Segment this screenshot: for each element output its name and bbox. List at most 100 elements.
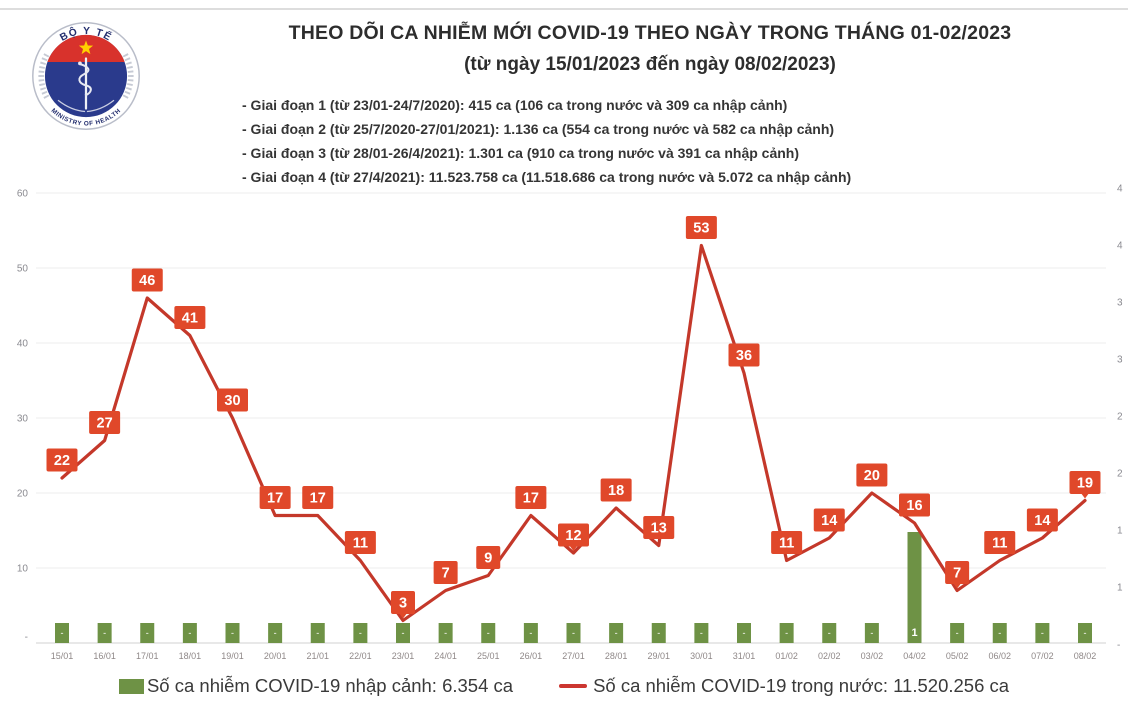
svg-text:-: - (743, 628, 746, 638)
top-border-line (0, 8, 1128, 10)
svg-text:18/01: 18/01 (179, 651, 202, 661)
legend-bar-swatch (118, 678, 144, 694)
svg-text:60: 60 (17, 189, 29, 200)
svg-text:-: - (1041, 628, 1044, 638)
svg-text:12: 12 (565, 528, 581, 544)
svg-text:04/02: 04/02 (903, 651, 926, 661)
svg-text:14: 14 (1034, 513, 1050, 529)
svg-text:19/01: 19/01 (221, 651, 244, 661)
svg-text:21/01: 21/01 (306, 651, 329, 661)
svg-text:4: 4 (1117, 184, 1123, 195)
legend-item-imported: Số ca nhiễm COVID-19 nhập cảnh: 6.354 ca (118, 675, 514, 697)
svg-text:3: 3 (1117, 298, 1123, 309)
right-axis-labels: 4 4 3 3 2 2 1 1 - (1117, 184, 1123, 652)
svg-text:-: - (828, 628, 831, 638)
svg-text:-: - (402, 628, 405, 638)
svg-text:-: - (231, 628, 234, 638)
svg-text:-: - (487, 628, 490, 638)
svg-text:1: 1 (911, 627, 917, 639)
svg-text:06/02: 06/02 (988, 651, 1011, 661)
svg-text:13: 13 (651, 521, 667, 537)
svg-text:19: 19 (1077, 476, 1093, 492)
svg-text:-: - (700, 628, 703, 638)
svg-text:-: - (529, 628, 532, 638)
svg-text:-: - (615, 628, 618, 638)
svg-text:22: 22 (54, 453, 70, 469)
svg-text:10: 10 (17, 564, 29, 575)
chart-legend: Số ca nhiễm COVID-19 nhập cảnh: 6.354 ca… (0, 672, 1128, 700)
phase-3-line: - Giai đoạn 3 (từ 28/01-26/4/2021): 1.30… (242, 145, 800, 161)
svg-text:18: 18 (608, 483, 624, 499)
star-icon (78, 40, 94, 55)
phase-4-line: - Giai đoạn 4 (từ 27/4/2021): 11.523.758… (242, 169, 852, 185)
svg-text:03/02: 03/02 (861, 651, 884, 661)
snake-icon (78, 62, 92, 97)
svg-text:20/01: 20/01 (264, 651, 287, 661)
svg-text:-: - (146, 628, 149, 638)
svg-text:1: 1 (1117, 583, 1123, 594)
svg-text:07/02: 07/02 (1031, 651, 1054, 661)
svg-text:08/02: 08/02 (1074, 651, 1097, 661)
svg-text:27: 27 (97, 416, 113, 432)
svg-text:14: 14 (821, 513, 837, 529)
svg-text:-: - (572, 628, 575, 638)
svg-text:-: - (998, 628, 1001, 638)
laurel-left (38, 53, 50, 99)
svg-text:11: 11 (779, 536, 794, 552)
svg-text:50: 50 (17, 264, 29, 275)
svg-text:3: 3 (399, 596, 407, 612)
svg-text:1: 1 (1117, 526, 1123, 537)
staff-icon (84, 57, 88, 110)
svg-text:2: 2 (1117, 412, 1123, 423)
line-data-labels: 22 27 46 41 30 17 17 11 3 7 9 17 12 18 13 53 36 11 14 20 16 7… (46, 216, 1101, 619)
svg-text:17: 17 (267, 491, 283, 507)
svg-text:-: - (870, 628, 873, 638)
svg-text:BỘ Y TẾ: BỘ Y TẾ (58, 25, 114, 44)
ministry-of-health-logo: BỘ Y TẾ MINISTRY OF HEALTH (32, 22, 140, 130)
bar-labels: - - - - - - - - - - - - - - - - - - - - 1 - - - - (61, 627, 1087, 639)
imported-cases-bars (55, 532, 1092, 643)
svg-text:-: - (61, 628, 64, 638)
svg-text:17: 17 (523, 491, 539, 507)
svg-text:25/01: 25/01 (477, 651, 500, 661)
svg-text:-: - (1084, 628, 1087, 638)
phase-1-line: - Giai đoạn 1 (từ 23/01-24/7/2020): 415 … (242, 97, 788, 113)
svg-text:-: - (359, 628, 362, 638)
logo-top-text: BỘ Y TẾ (58, 25, 113, 44)
svg-text:7: 7 (953, 566, 961, 582)
svg-text:-: - (103, 628, 106, 638)
phase-2-line: - Giai đoạn 2 (từ 25/7/2020-27/01/2021):… (242, 121, 835, 137)
svg-text:-: - (25, 632, 28, 643)
svg-text:15/01: 15/01 (51, 651, 74, 661)
svg-text:30: 30 (224, 393, 240, 409)
page-subtitle: (từ ngày 15/01/2023 đến ngày 08/02/2023) (464, 54, 836, 75)
svg-text:2: 2 (1117, 469, 1123, 480)
svg-text:-: - (316, 628, 319, 638)
svg-text:27/01: 27/01 (562, 651, 585, 661)
x-axis-labels: 15/01 16/01 17/01 18/01 19/01 20/01 21/01 22/01… (51, 651, 1097, 661)
svg-text:20: 20 (864, 468, 880, 484)
svg-text:16: 16 (906, 498, 922, 514)
svg-text:29/01: 29/01 (647, 651, 670, 661)
svg-text:05/02: 05/02 (946, 651, 969, 661)
svg-text:16/01: 16/01 (93, 651, 116, 661)
legend-item-domestic: Số ca nhiễm COVID-19 trong nước: 11.520.… (559, 675, 1009, 697)
laurel-right (122, 53, 134, 99)
svg-text:22/01: 22/01 (349, 651, 372, 661)
svg-text:46: 46 (139, 273, 155, 289)
svg-text:01/02: 01/02 (775, 651, 798, 661)
svg-text:-: - (956, 628, 959, 638)
svg-text:-: - (188, 628, 191, 638)
svg-text:9: 9 (484, 551, 492, 567)
svg-text:-: - (1117, 640, 1120, 651)
svg-text:24/01: 24/01 (434, 651, 457, 661)
svg-text:20: 20 (17, 489, 29, 500)
svg-text:4: 4 (1117, 241, 1123, 252)
svg-text:-: - (444, 628, 447, 638)
svg-text:41: 41 (182, 311, 198, 327)
svg-text:-: - (274, 628, 277, 638)
svg-text:30/01: 30/01 (690, 651, 713, 661)
legend-bar-label: Số ca nhiễm COVID-19 nhập cảnh: 6.354 ca (146, 675, 514, 696)
svg-text:-: - (785, 628, 788, 638)
svg-text:31/01: 31/01 (733, 651, 756, 661)
